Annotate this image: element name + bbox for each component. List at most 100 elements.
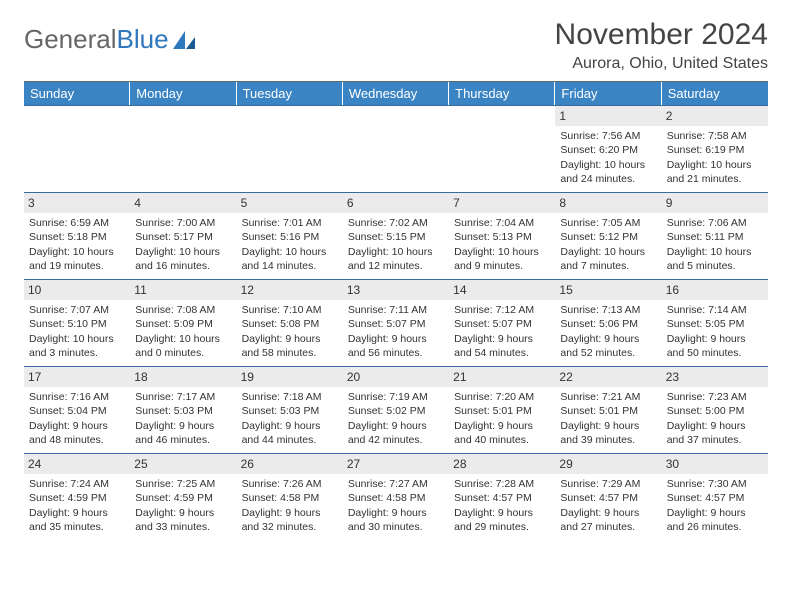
week-row: 17Sunrise: 7:16 AMSunset: 5:04 PMDayligh… [24, 366, 768, 453]
sunrise-text: Sunrise: 7:21 AM [560, 390, 656, 404]
weeks-container: 1Sunrise: 7:56 AMSunset: 6:20 PMDaylight… [24, 105, 768, 540]
day-empty [24, 106, 130, 192]
daylight-text: and 46 minutes. [135, 433, 231, 447]
sunrise-text: Sunrise: 7:07 AM [29, 303, 125, 317]
daylight-text: Daylight: 10 hours [135, 245, 231, 259]
day-number: 7 [449, 193, 555, 213]
daylight-text: Daylight: 9 hours [348, 419, 444, 433]
week-row: 3Sunrise: 6:59 AMSunset: 5:18 PMDaylight… [24, 192, 768, 279]
daylight-text: Daylight: 9 hours [454, 506, 550, 520]
day-info: Sunrise: 7:21 AMSunset: 5:01 PMDaylight:… [559, 390, 657, 447]
day-number: 13 [343, 280, 449, 300]
day-number: 5 [237, 193, 343, 213]
day-cell: 20Sunrise: 7:19 AMSunset: 5:02 PMDayligh… [343, 367, 449, 453]
daylight-text: Daylight: 9 hours [242, 419, 338, 433]
daylight-text: Daylight: 10 hours [135, 332, 231, 346]
sunset-text: Sunset: 4:57 PM [667, 491, 763, 505]
brand-logo: GeneralBlue [24, 24, 197, 55]
title-block: November 2024 Aurora, Ohio, United State… [555, 18, 768, 73]
daylight-text: and 5 minutes. [667, 259, 763, 273]
day-number: 8 [555, 193, 661, 213]
daylight-text: and 21 minutes. [667, 172, 763, 186]
day-info: Sunrise: 7:12 AMSunset: 5:07 PMDaylight:… [453, 303, 551, 360]
sunset-text: Sunset: 5:13 PM [454, 230, 550, 244]
day-empty [449, 106, 555, 192]
sunrise-text: Sunrise: 7:17 AM [135, 390, 231, 404]
daylight-text: Daylight: 9 hours [135, 506, 231, 520]
daylight-text: Daylight: 10 hours [29, 245, 125, 259]
daylight-text: and 58 minutes. [242, 346, 338, 360]
day-number: 27 [343, 454, 449, 474]
sunrise-text: Sunrise: 7:05 AM [560, 216, 656, 230]
daylight-text: and 7 minutes. [560, 259, 656, 273]
brand-text-1: General [24, 24, 117, 55]
day-number: 3 [24, 193, 130, 213]
day-cell: 15Sunrise: 7:13 AMSunset: 5:06 PMDayligh… [555, 280, 661, 366]
sunrise-text: Sunrise: 7:01 AM [242, 216, 338, 230]
daylight-text: and 56 minutes. [348, 346, 444, 360]
sunrise-text: Sunrise: 7:10 AM [242, 303, 338, 317]
sunrise-text: Sunrise: 7:00 AM [135, 216, 231, 230]
sunset-text: Sunset: 5:12 PM [560, 230, 656, 244]
sunset-text: Sunset: 5:06 PM [560, 317, 656, 331]
day-info: Sunrise: 7:08 AMSunset: 5:09 PMDaylight:… [134, 303, 232, 360]
sunrise-text: Sunrise: 7:30 AM [667, 477, 763, 491]
day-cell: 29Sunrise: 7:29 AMSunset: 4:57 PMDayligh… [555, 454, 661, 540]
day-number: 16 [662, 280, 768, 300]
sunrise-text: Sunrise: 7:27 AM [348, 477, 444, 491]
daylight-text: and 42 minutes. [348, 433, 444, 447]
sunset-text: Sunset: 4:57 PM [560, 491, 656, 505]
sunset-text: Sunset: 4:58 PM [348, 491, 444, 505]
sunrise-text: Sunrise: 7:26 AM [242, 477, 338, 491]
dow-thursday: Thursday [449, 82, 555, 105]
day-number: 1 [555, 106, 661, 126]
sunset-text: Sunset: 5:03 PM [135, 404, 231, 418]
sunrise-text: Sunrise: 7:14 AM [667, 303, 763, 317]
daylight-text: Daylight: 10 hours [348, 245, 444, 259]
day-info: Sunrise: 7:04 AMSunset: 5:13 PMDaylight:… [453, 216, 551, 273]
sunrise-text: Sunrise: 7:23 AM [667, 390, 763, 404]
daylight-text: and 19 minutes. [29, 259, 125, 273]
daylight-text: and 16 minutes. [135, 259, 231, 273]
day-cell: 22Sunrise: 7:21 AMSunset: 5:01 PMDayligh… [555, 367, 661, 453]
location-text: Aurora, Ohio, United States [555, 55, 768, 73]
day-number: 23 [662, 367, 768, 387]
daylight-text: and 12 minutes. [348, 259, 444, 273]
day-cell: 4Sunrise: 7:00 AMSunset: 5:17 PMDaylight… [130, 193, 236, 279]
sunrise-text: Sunrise: 7:20 AM [454, 390, 550, 404]
daylight-text: and 32 minutes. [242, 520, 338, 534]
day-number: 6 [343, 193, 449, 213]
daylight-text: and 26 minutes. [667, 520, 763, 534]
sunset-text: Sunset: 5:00 PM [667, 404, 763, 418]
day-info: Sunrise: 7:24 AMSunset: 4:59 PMDaylight:… [28, 477, 126, 534]
day-cell: 8Sunrise: 7:05 AMSunset: 5:12 PMDaylight… [555, 193, 661, 279]
day-cell: 16 Sunrise: 7:14 AMSunset: 5:05 PMDayligh… [662, 280, 768, 366]
day-number: 14 [449, 280, 555, 300]
sunrise-text: Sunrise: 7:11 AM [348, 303, 444, 317]
sunrise-text: Sunrise: 7:28 AM [454, 477, 550, 491]
daylight-text: Daylight: 10 hours [454, 245, 550, 259]
day-number: 10 [24, 280, 130, 300]
day-number: 4 [130, 193, 236, 213]
sunrise-text: Sunrise: 7:02 AM [348, 216, 444, 230]
day-cell: 2Sunrise: 7:58 AMSunset: 6:19 PMDaylight… [662, 106, 768, 192]
day-cell: 14 Sunrise: 7:12 AMSunset: 5:07 PMDayligh… [449, 280, 555, 366]
daylight-text: and 9 minutes. [454, 259, 550, 273]
day-info: Sunrise: 7:10 AMSunset: 5:08 PMDaylight:… [241, 303, 339, 360]
day-cell: 24Sunrise: 7:24 AMSunset: 4:59 PMDayligh… [24, 454, 130, 540]
daylight-text: and 29 minutes. [454, 520, 550, 534]
daylight-text: Daylight: 10 hours [29, 332, 125, 346]
sunrise-text: Sunrise: 7:16 AM [29, 390, 125, 404]
day-number: 26 [237, 454, 343, 474]
sunset-text: Sunset: 5:08 PM [242, 317, 338, 331]
day-info: Sunrise: 7:17 AMSunset: 5:03 PMDaylight:… [134, 390, 232, 447]
sunrise-text: Sunrise: 7:29 AM [560, 477, 656, 491]
sunset-text: Sunset: 4:59 PM [135, 491, 231, 505]
day-info: Sunrise: 7:28 AMSunset: 4:57 PMDaylight:… [453, 477, 551, 534]
day-number: 19 [237, 367, 343, 387]
daylight-text: and 39 minutes. [560, 433, 656, 447]
day-cell: 17Sunrise: 7:16 AMSunset: 5:04 PMDayligh… [24, 367, 130, 453]
sunset-text: Sunset: 5:10 PM [29, 317, 125, 331]
daylight-text: Daylight: 9 hours [667, 332, 763, 346]
sunset-text: Sunset: 5:05 PM [667, 317, 763, 331]
